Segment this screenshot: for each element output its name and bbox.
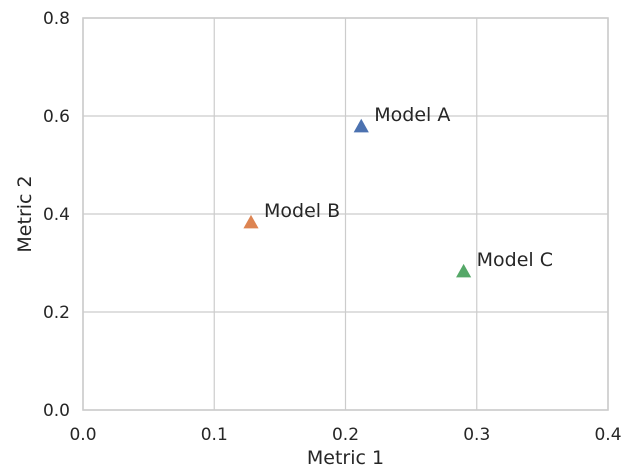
x-tick-label: 0.3 <box>463 425 490 445</box>
data-point-marker <box>243 214 259 229</box>
data-point-label: Model A <box>374 104 450 126</box>
data-point-label: Model B <box>264 200 340 222</box>
data-point-label: Model C <box>477 249 553 271</box>
y-axis-label: Metric 2 <box>14 175 36 252</box>
x-axis-label: Metric 1 <box>307 447 384 468</box>
data-point-marker <box>456 263 472 278</box>
y-tick-label: 0.4 <box>43 205 70 225</box>
y-tick-label: 0.2 <box>43 303 70 323</box>
y-axis-ticks: 0.0 0.2 0.4 0.6 0.8 <box>43 9 70 421</box>
data-point-marker <box>353 118 369 133</box>
data-points: Model A Model B Model C <box>243 104 553 278</box>
y-tick-label: 0.8 <box>43 9 70 29</box>
y-tick-label: 0.6 <box>43 107 70 127</box>
x-tick-label: 0.0 <box>69 425 96 445</box>
x-tick-label: 0.1 <box>201 425 228 445</box>
x-tick-label: 0.4 <box>594 425 621 445</box>
y-tick-label: 0.0 <box>43 401 70 421</box>
x-tick-label: 0.2 <box>332 425 359 445</box>
plot-frame <box>82 17 609 411</box>
x-axis-ticks: 0.0 0.1 0.2 0.3 0.4 <box>69 425 621 445</box>
